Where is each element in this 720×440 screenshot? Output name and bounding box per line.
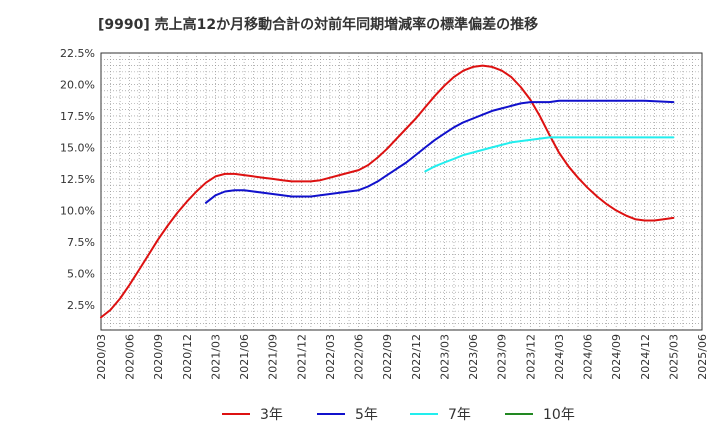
legend-label-2: 5年 [355, 407, 378, 423]
series-line-3 [424, 136, 675, 173]
series-line-2 [204, 99, 675, 204]
x-tick-label: 2024/12 [639, 334, 652, 380]
x-tick-label: 2024/09 [610, 334, 623, 380]
y-tick-label: 10.0% [60, 204, 95, 217]
x-tick-label: 2021/12 [295, 334, 308, 380]
legend-label-1: 3年 [260, 407, 283, 423]
y-tick-label: 12.5% [60, 173, 95, 186]
x-tick-label: 2023/09 [496, 334, 509, 380]
x-tick-label: 2024/03 [553, 334, 566, 380]
y-tick-label: 17.5% [60, 110, 95, 123]
x-tick-label: 2025/03 [667, 334, 680, 380]
legend-label-3: 7年 [448, 407, 471, 423]
y-tick-label: 20.0% [60, 78, 95, 91]
x-tick-label: 2023/12 [524, 334, 537, 380]
x-tick-label: 2023/03 [438, 334, 451, 380]
chart-title: [9990] 売上高12か月移動合計の対前年同期増減率の標準偏差の推移 [98, 17, 539, 33]
x-tick-label: 2020/03 [95, 334, 108, 380]
x-tick-label: 2024/06 [582, 334, 595, 380]
y-tick-label: 2.5% [67, 299, 95, 312]
x-tick-label: 2022/09 [381, 334, 394, 380]
x-tick-label: 2020/06 [124, 334, 137, 380]
y-tick-label: 7.5% [67, 236, 95, 249]
x-tick-label: 2021/06 [238, 334, 251, 380]
x-tick-label: 2020/09 [152, 334, 165, 380]
x-tick-label: 2021/09 [267, 334, 280, 380]
series-line-1 [100, 64, 675, 319]
x-tick-label: 2022/03 [324, 334, 337, 380]
y-tick-label: 5.0% [67, 267, 95, 280]
x-tick-label: 2022/06 [353, 334, 366, 380]
x-tick-label: 2020/12 [181, 334, 194, 380]
y-tick-label: 22.5% [60, 47, 95, 60]
x-tick-label: 2021/03 [209, 334, 222, 380]
x-tick-label: 2023/06 [467, 334, 480, 380]
x-tick-label: 2022/12 [410, 334, 423, 380]
legend-label-4: 10年 [543, 407, 575, 423]
x-tick-label: 2025/06 [696, 334, 709, 380]
y-tick-label: 15.0% [60, 141, 95, 154]
